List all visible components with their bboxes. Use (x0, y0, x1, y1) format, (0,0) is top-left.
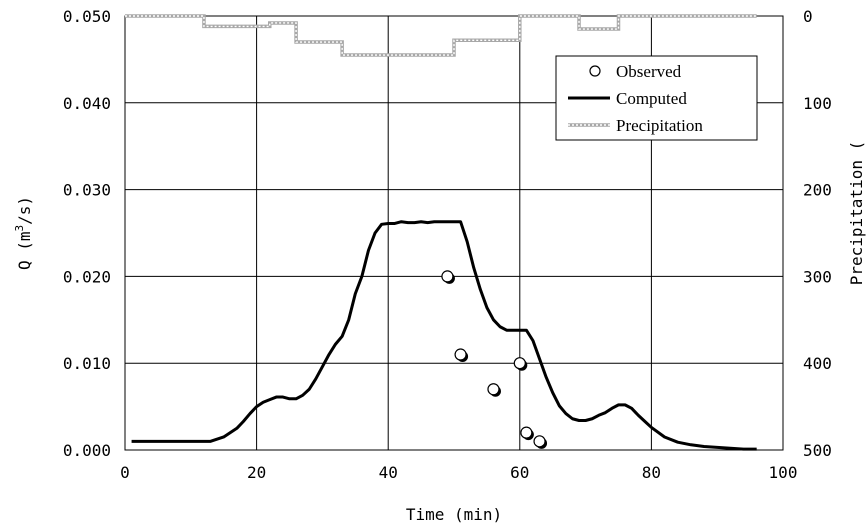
observed-point (520, 426, 533, 439)
observed-point (513, 357, 526, 370)
observed-point (454, 348, 467, 361)
observed-point (487, 383, 500, 396)
legend-label: Computed (616, 89, 687, 108)
legend-label: Precipitation (616, 116, 703, 135)
precipitation-line-outer (125, 14, 757, 57)
y-tick-label: 0.030 (63, 181, 111, 200)
x-tick-label: 0 (120, 463, 130, 482)
x-tick-label: 20 (247, 463, 266, 482)
y-tick-label: 0.000 (63, 441, 111, 460)
y2-tick-label: 0 (803, 7, 813, 26)
x-tick-label: 60 (510, 463, 529, 482)
y2-tick-label: 400 (803, 354, 832, 373)
tick-labels: 0 20 40 60 80 100 0.000 0.010 0.020 0.030 0.040 0.0… (63, 7, 832, 482)
x-axis-label: Time (min) (406, 505, 502, 524)
y2-tick-label: 100 (803, 94, 832, 113)
y2-axis-label: Precipitation ( (847, 141, 866, 286)
y-axis-label: Q (m3/s) (13, 196, 34, 270)
legend: Observed Computed Precipitation (555, 55, 758, 141)
x-tick-label: 100 (769, 463, 798, 482)
legend-items: Observed Computed Precipitation (568, 62, 703, 135)
y2-tick-label: 500 (803, 441, 832, 460)
x-tick-label: 40 (379, 463, 398, 482)
y2-tick-label: 200 (803, 181, 832, 200)
legend-marker-observed (589, 65, 601, 77)
legend-label: Observed (616, 62, 682, 81)
x-tick-label: 80 (642, 463, 661, 482)
y-tick-label: 0.040 (63, 94, 111, 113)
y2-tick-label: 300 (803, 267, 832, 286)
observed-point (533, 435, 546, 448)
y-tick-label: 0.020 (63, 267, 111, 286)
plot-area (124, 15, 784, 451)
precipitation-line (125, 15, 757, 56)
y-tick-label: 0.010 (63, 354, 111, 373)
observed-point (441, 270, 454, 283)
y-tick-label: 0.050 (63, 7, 111, 26)
computed-line (131, 220, 757, 451)
series-layer (125, 14, 757, 451)
